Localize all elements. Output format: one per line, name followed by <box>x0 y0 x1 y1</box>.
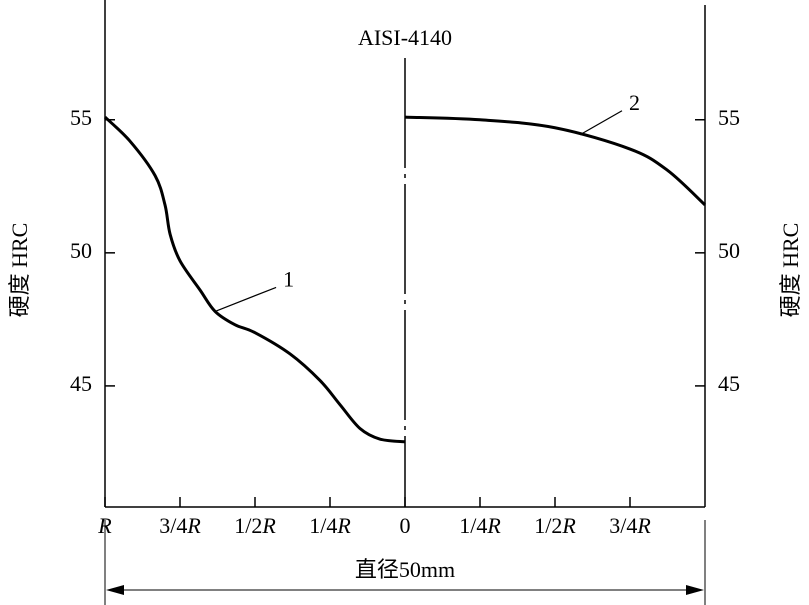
y-tick-label: 50 <box>70 238 92 263</box>
x-tick-label: 1/2R <box>534 513 576 538</box>
y-tick-label: 55 <box>70 105 92 130</box>
series-label: 2 <box>629 90 640 115</box>
x-tick-label: 3/4R <box>159 513 201 538</box>
arrow-head <box>686 585 704 595</box>
chart-title: AISI-4140 <box>358 25 452 50</box>
y2-tick-label: 50 <box>718 238 740 263</box>
line <box>103 116 406 444</box>
x-tick-label: 1/2R <box>234 513 276 538</box>
arrow-head <box>106 585 124 595</box>
x-tick-label: 0 <box>400 513 411 538</box>
y-tick-label: 45 <box>70 371 92 396</box>
x-tick-label: 1/4R <box>459 513 501 538</box>
y2-tick-label: 55 <box>718 105 740 130</box>
y2-tick-label: 45 <box>718 371 740 396</box>
x-tick-label: R <box>97 513 112 538</box>
series-label: 1 <box>283 266 294 291</box>
x-tick-label: 3/4R <box>609 513 651 538</box>
x-tick-label: 1/4R <box>309 513 351 538</box>
leader-line <box>579 110 623 136</box>
x-axis-label: 直径50mm <box>355 557 455 582</box>
y-axis-label: 硬度 HRC <box>7 223 32 318</box>
y2-axis-label: 硬度 HRC <box>778 223 803 318</box>
leader-line <box>214 286 277 312</box>
line <box>404 115 707 207</box>
